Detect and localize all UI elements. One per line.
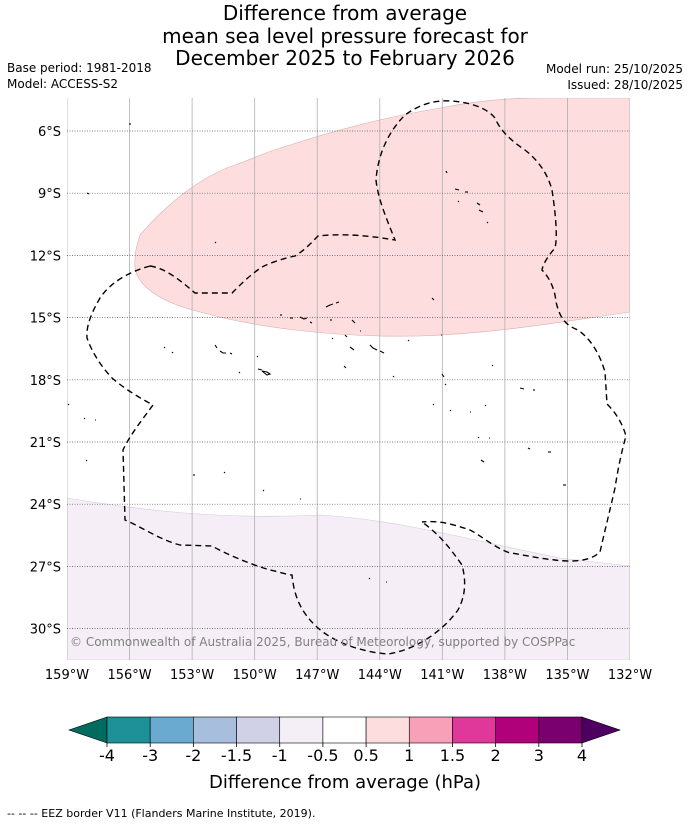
colorbar-tick-label: 3 [534, 746, 544, 765]
colorbar-segment [106, 716, 151, 744]
colorbar-segment [279, 716, 324, 744]
colorbar-segment [236, 716, 281, 744]
colorbar-extend-high [581, 716, 621, 744]
colorbar-tick-label: 1 [404, 746, 414, 765]
lon-tick-label: 144°W [358, 668, 402, 683]
eez-border-french-polynesia-north [149, 100, 627, 562]
lat-tick-label: 15°S [30, 312, 61, 327]
colorbar-tick-label: -1 [272, 746, 288, 765]
title-line-1: Difference from average [222, 1, 468, 25]
colorbar [68, 716, 621, 744]
colorbar-tick-label: -2 [185, 746, 201, 765]
lat-tick-label: 24°S [30, 498, 61, 513]
model-run-text: Model run: 25/10/2025 [545, 62, 683, 76]
lat-tick-labels: 6°S 9°S 12°S 15°S 18°S 21°S 24°S 27°S 30°S [30, 125, 61, 638]
lat-tick-label: 18°S [30, 374, 61, 389]
lat-tick-label: 27°S [30, 560, 61, 575]
lon-tick-label: 147°W [295, 668, 339, 683]
lat-tick-label: 12°S [30, 249, 61, 264]
lon-tick-label: 150°W [233, 668, 277, 683]
meta-right: Model run: 25/10/2025 Issued: 28/10/2025 [546, 61, 683, 93]
positive-anomaly-region [134, 98, 630, 337]
colorbar-segment [365, 716, 410, 744]
meta-left: Base period: 1981-2018 Model: ACCESS-S2 [7, 60, 152, 92]
colorbar-tick-labels: -4 -3 -2 -1.5 -1 -0.5 0.5 1 1.5 2 3 4 [99, 743, 587, 765]
colorbar-segment [149, 716, 194, 744]
lon-tick-label: 132°W [608, 668, 652, 683]
colorbar-segment [538, 716, 583, 744]
map-gridlines [67, 98, 630, 660]
colorbar-segment [452, 716, 496, 744]
base-period-text: Base period: 1981-2018 [7, 61, 152, 75]
eez-legend-footnote: -- -- -- EEZ border V11 (Flanders Marine… [7, 807, 316, 820]
lon-tick-label: 153°W [170, 668, 214, 683]
lat-tick-label: 21°S [30, 436, 61, 451]
islands [67, 123, 566, 583]
colorbar-segment [322, 716, 367, 744]
lon-tick-label: 135°W [545, 668, 589, 683]
colorbar-tick-label: -1.5 [221, 746, 252, 765]
colorbar-segment [495, 716, 540, 744]
colorbar-label: Difference from average (hPa) [209, 772, 481, 793]
colorbar-tick-label: -0.5 [307, 746, 338, 765]
colorbar-tick-label: 0.5 [353, 746, 378, 765]
lon-tick-label: 156°W [107, 668, 151, 683]
copyright-text: © Commonwealth of Australia 2025, Bureau… [70, 635, 575, 649]
negative-anomaly-region [67, 497, 630, 660]
title-line-2: mean sea level pressure forecast for [162, 23, 528, 48]
eez-border-cook-islands [86, 265, 466, 655]
lon-tick-label: 159°W [45, 668, 89, 683]
lon-tick-labels: 159°W 156°W 153°W 150°W 147°W 144°W 141°W 138°W… [45, 668, 652, 683]
lon-tick-label: 138°W [483, 668, 527, 683]
colorbar-segment [408, 716, 453, 744]
colorbar-tick-label: 2 [491, 746, 501, 765]
lat-tick-label: 30°S [30, 623, 61, 638]
model-text: Model: ACCESS-S2 [7, 77, 119, 91]
colorbar-tick-label: -3 [142, 746, 158, 765]
colorbar-segment [193, 716, 237, 744]
colorbar-tick-label: 1.5 [440, 746, 465, 765]
lat-tick-label: 9°S [38, 187, 61, 202]
eez-borders [86, 100, 627, 655]
lon-tick-label: 141°W [420, 668, 464, 683]
title-line-3: December 2025 to February 2026 [175, 46, 515, 70]
lat-tick-label: 6°S [38, 125, 61, 140]
issued-text: Issued: 28/10/2025 [567, 78, 683, 92]
colorbar-extend-low [68, 716, 108, 744]
colorbar-tick-label: -4 [99, 746, 115, 765]
colorbar-tick-label: 4 [577, 746, 587, 765]
map-title: Difference from average mean sea level p… [0, 2, 690, 70]
